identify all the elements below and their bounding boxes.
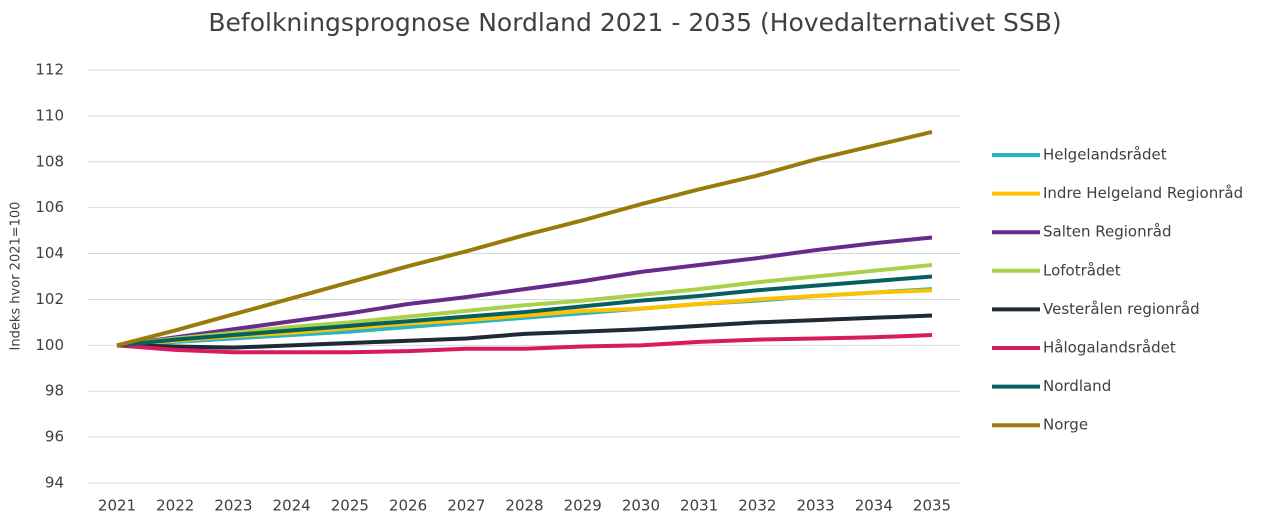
y-axis-label: Indeks hvor 2021=100	[9, 202, 24, 351]
x-tick-label: 2022	[156, 497, 194, 515]
y-tick-label: 98	[45, 382, 64, 400]
x-tick-label: 2034	[855, 497, 893, 515]
x-tick-label: 2026	[389, 497, 427, 515]
x-tick-label: 2021	[98, 497, 136, 515]
chart-title: Befolkningsprognose Nordland 2021 - 2035…	[208, 8, 1061, 37]
legend-label: Indre Helgeland Regionråd	[1043, 184, 1243, 202]
legend-label: Hålogalandsrådet	[1043, 339, 1176, 357]
legend-label: Helgelandsrådet	[1043, 146, 1167, 164]
y-tick-label: 100	[35, 336, 64, 354]
x-tick-label: 2023	[214, 497, 252, 515]
x-tick-label: 2024	[273, 497, 311, 515]
x-tick-label: 2032	[738, 497, 776, 515]
y-tick-label: 106	[35, 198, 64, 216]
y-tick-label: 94	[45, 474, 64, 492]
series-line	[116, 130, 933, 348]
y-tick-label: 104	[35, 244, 64, 262]
x-tick-label: 2029	[564, 497, 602, 515]
x-tick-label: 2035	[913, 497, 951, 515]
series-line	[116, 235, 933, 348]
y-tick-label: 96	[45, 428, 64, 446]
legend-label: Norge	[1043, 416, 1088, 434]
x-tick-label: 2025	[331, 497, 369, 515]
y-tick-label: 112	[35, 61, 64, 79]
series-line	[116, 333, 933, 355]
legend-label: Lofotrådet	[1043, 261, 1121, 279]
x-tick-label: 2030	[622, 497, 660, 515]
x-tick-label: 2028	[505, 497, 543, 515]
x-tick-label: 2027	[447, 497, 485, 515]
y-tick-label: 108	[35, 152, 64, 170]
y-tick-label: 102	[35, 290, 64, 308]
legend-label: Salten Regionråd	[1043, 223, 1172, 241]
series-line	[116, 274, 933, 348]
legend-label: Nordland	[1043, 377, 1111, 395]
series-line	[116, 313, 933, 350]
y-tick-label: 110	[35, 106, 64, 124]
legend-label: Vesterålen regionråd	[1043, 300, 1200, 318]
series-line	[116, 263, 933, 348]
x-tick-label: 2031	[680, 497, 718, 515]
x-tick-label: 2033	[796, 497, 834, 515]
